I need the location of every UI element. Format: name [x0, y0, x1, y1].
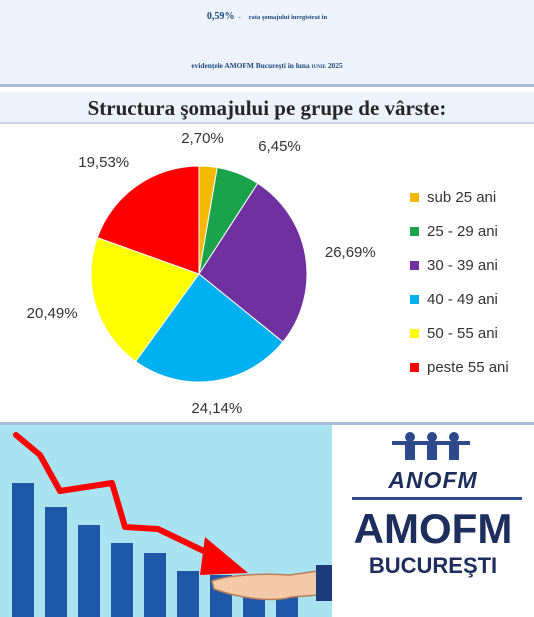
brand-city: BUCUREŞTI: [368, 553, 498, 578]
decline-bar: [78, 525, 100, 617]
decline-illustration: [0, 425, 332, 617]
pie-data-label: 24,14%: [191, 399, 243, 417]
unemployment-rate: 0,59%: [206, 11, 235, 22]
rate-description: rata şomajului înregistrat în: [248, 14, 328, 21]
title-line2-prefix: evidenţele AMOFM Bucureşti în luna: [191, 61, 312, 70]
legend-swatch: [410, 328, 419, 338]
logo-panel: ANOFM AMOFM BUCUREŞTI: [332, 425, 534, 617]
pie-data-label: 19,53%: [78, 153, 130, 171]
arrow-head-icon: [200, 537, 248, 575]
title-year: 2025: [325, 61, 343, 70]
legend-item: 40 - 49 ani: [410, 282, 509, 316]
legend-swatch: [410, 362, 419, 372]
decline-bar: [144, 553, 166, 617]
pie-chart-panel: 2,70% 6,45% 26,69% 24,14% 20,49% 19,53% sub 2…: [0, 126, 534, 422]
pie-chart: [90, 165, 308, 383]
legend-item: 25 - 29 ani: [410, 214, 509, 248]
title-line-1: 0,59% - rata şomajului înregistrat în: [0, 6, 534, 24]
header-banner: 0,59% - rata şomajului înregistrat în ev…: [0, 0, 534, 87]
legend-label: 50 - 55 ani: [427, 324, 498, 342]
legend-item: 30 - 39 ani: [410, 248, 509, 282]
down-arrow-icon: [13, 432, 215, 558]
decline-bar: [45, 507, 67, 617]
anofm-logo-icon: [392, 432, 470, 460]
title-month: iunie: [311, 61, 326, 70]
chart-legend: sub 25 ani 25 - 29 ani 30 - 39 ani 40 - 49 …: [410, 180, 509, 384]
legend-label: sub 25 ani: [427, 188, 497, 206]
decline-bar: [177, 571, 199, 617]
pie-slice: [96, 165, 200, 275]
anofm-logo-text: ANOFM: [388, 467, 478, 493]
legend-item: 50 - 55 ani: [410, 316, 509, 350]
logo-divider: [352, 497, 522, 500]
legend-label: peste 55 ani: [427, 358, 509, 376]
decline-bar: [111, 543, 133, 617]
legend-label: 25 - 29 ani: [427, 222, 498, 240]
declining-bars: [12, 483, 298, 617]
legend-swatch: [410, 192, 419, 202]
decline-graphic: [12, 432, 332, 617]
pie-slice: [90, 236, 200, 363]
pie-data-label: 26,69%: [324, 243, 376, 261]
legend-label: 30 - 39 ani: [427, 256, 498, 274]
pie-data-label: 20,49%: [26, 305, 78, 323]
legend-item: peste 55 ani: [410, 350, 509, 384]
pie-slice: [134, 273, 284, 383]
title-line-2: evidenţele AMOFM Bucureşti în luna iunie…: [0, 47, 534, 75]
bottom-divider: [0, 422, 534, 425]
pie-data-label: 6,45%: [258, 138, 301, 156]
brand-name: AMOFM: [353, 505, 513, 552]
legend-label: 40 - 49 ani: [427, 290, 498, 308]
legend-swatch: [410, 226, 419, 236]
decline-bar: [12, 483, 34, 617]
legend-swatch: [410, 260, 419, 270]
legend-item: sub 25 ani: [410, 180, 509, 214]
pie-slice: [198, 182, 308, 343]
title-dash: -: [238, 14, 241, 21]
chart-subtitle: Structura şomajului pe grupe de vârste:: [0, 92, 534, 124]
pie-data-label: 2,70%: [181, 129, 224, 147]
legend-swatch: [410, 294, 419, 304]
sleeve-icon: [316, 565, 332, 601]
